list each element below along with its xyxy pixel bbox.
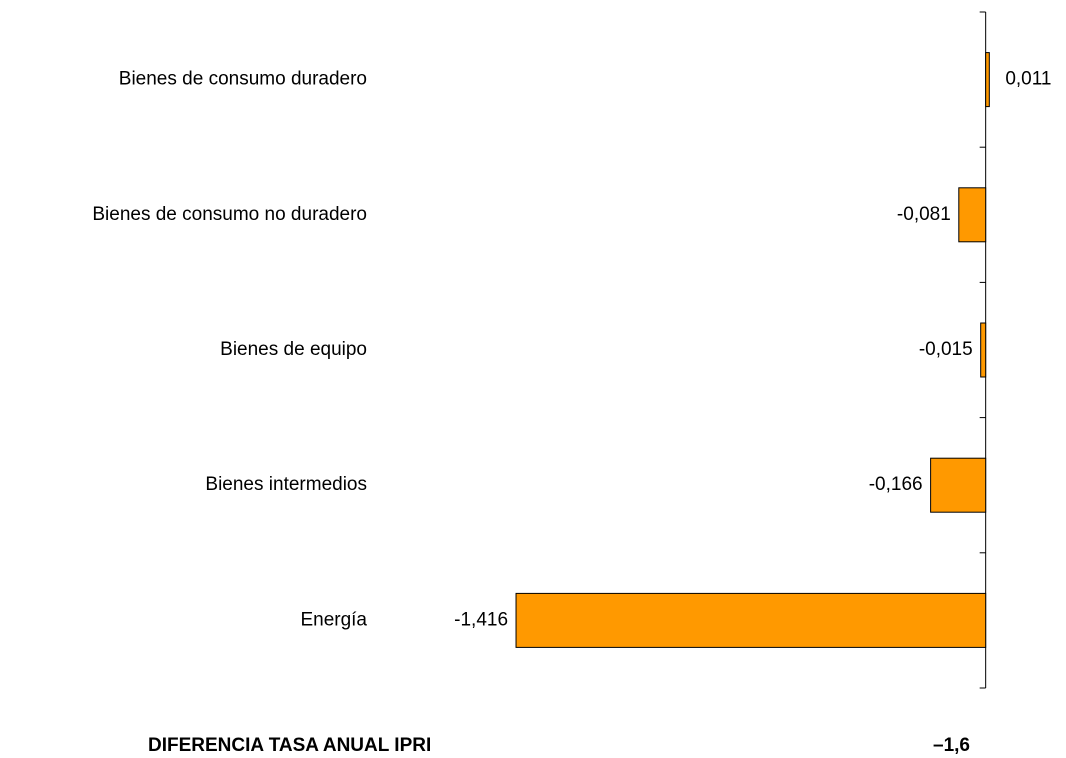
- data-label: -0,015: [919, 339, 973, 360]
- category-label: Bienes de consumo no duradero: [92, 204, 367, 225]
- footer-value: –1,6: [933, 735, 970, 756]
- footer-label: DIFERENCIA TASA ANUAL IPRI: [148, 735, 431, 756]
- category-label: Bienes de equipo: [220, 339, 367, 360]
- bar: [985, 52, 990, 108]
- bar: [980, 322, 987, 378]
- bar: [515, 592, 987, 648]
- bar: [930, 457, 987, 513]
- bar: [958, 187, 987, 243]
- data-label: -1,416: [454, 609, 508, 630]
- data-label: -0,081: [897, 204, 951, 225]
- category-label: Energía: [300, 609, 367, 630]
- category-label: Bienes intermedios: [205, 474, 367, 495]
- data-label: 0,011: [1005, 69, 1051, 90]
- category-label: Bienes de consumo duradero: [119, 69, 367, 90]
- data-label: -0,166: [869, 474, 923, 495]
